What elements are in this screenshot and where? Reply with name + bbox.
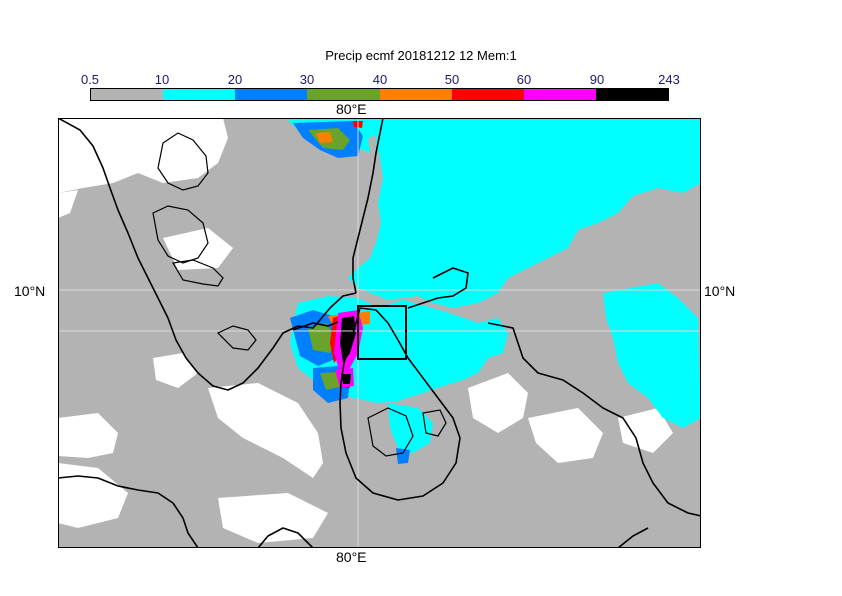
colorbar-segment-1: [91, 89, 164, 100]
colorbar-segment-3: [235, 89, 308, 100]
precip-field-black: [340, 316, 356, 384]
map-title: Precip ecmf 20181212 12 Mem:1: [325, 48, 517, 63]
colorbar-tick-label: 30: [299, 72, 315, 87]
colorbar-tick-label: 60: [516, 72, 532, 87]
colorbar-segment-8: [595, 89, 668, 100]
colorbar: [90, 88, 669, 101]
region-box: [357, 305, 407, 360]
precip-map: [58, 118, 701, 548]
contour-lines: [152, 132, 447, 457]
latitude-label-left: 10°N: [14, 283, 46, 299]
colorbar-tick-label: 10: [154, 72, 170, 87]
colorbar-segment-6: [451, 89, 524, 100]
colorbar-tick-label: 50: [444, 72, 460, 87]
longitude-label-top: 80°E: [336, 101, 367, 117]
map-frame: [58, 118, 701, 548]
colorbar-segment-2: [163, 89, 236, 100]
colorbar-tick-label: 0.5: [80, 72, 100, 87]
latitude-label-right: 10°N: [704, 283, 736, 299]
longitude-label-bottom: 80°E: [336, 549, 367, 565]
colorbar-tick-label: 243: [658, 72, 680, 87]
colorbar-segment-5: [379, 89, 452, 100]
no-precip-areas: [58, 118, 673, 543]
colorbar-segment-4: [307, 89, 380, 100]
coastlines: [58, 118, 701, 548]
colorbar-tick-label: 40: [372, 72, 388, 87]
colorbar-segment-7: [523, 89, 596, 100]
colorbar-tick-label: 90: [589, 72, 605, 87]
colorbar-tick-label: 20: [227, 72, 243, 87]
